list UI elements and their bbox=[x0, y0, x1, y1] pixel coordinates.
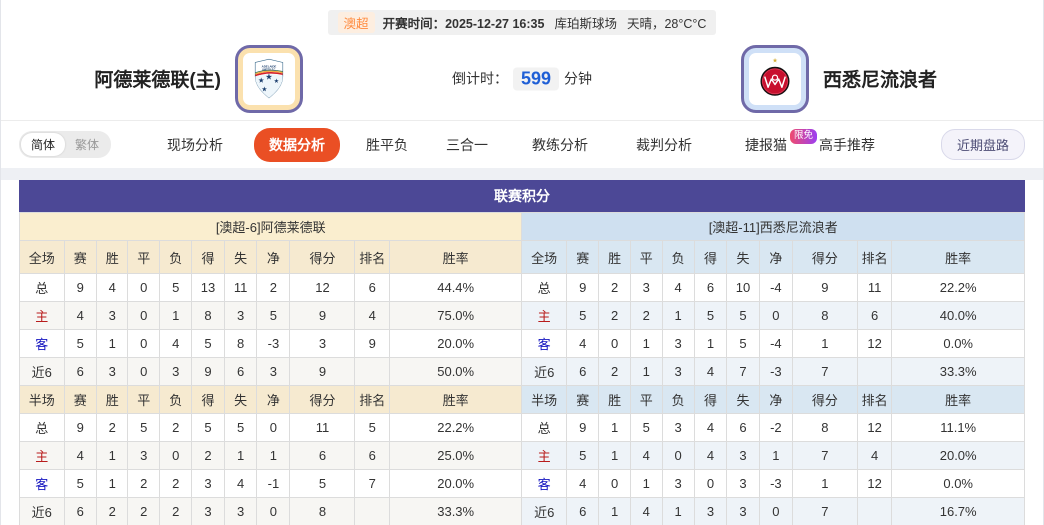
svg-text:★: ★ bbox=[262, 86, 268, 92]
svg-text:★: ★ bbox=[258, 77, 264, 84]
svg-text:★: ★ bbox=[274, 78, 279, 84]
svg-text:UNITED F.C.: UNITED F.C. bbox=[262, 68, 276, 71]
svg-text:ADELAIDE: ADELAIDE bbox=[262, 64, 277, 68]
svg-text:★: ★ bbox=[772, 57, 777, 63]
svg-text:★: ★ bbox=[266, 73, 273, 81]
